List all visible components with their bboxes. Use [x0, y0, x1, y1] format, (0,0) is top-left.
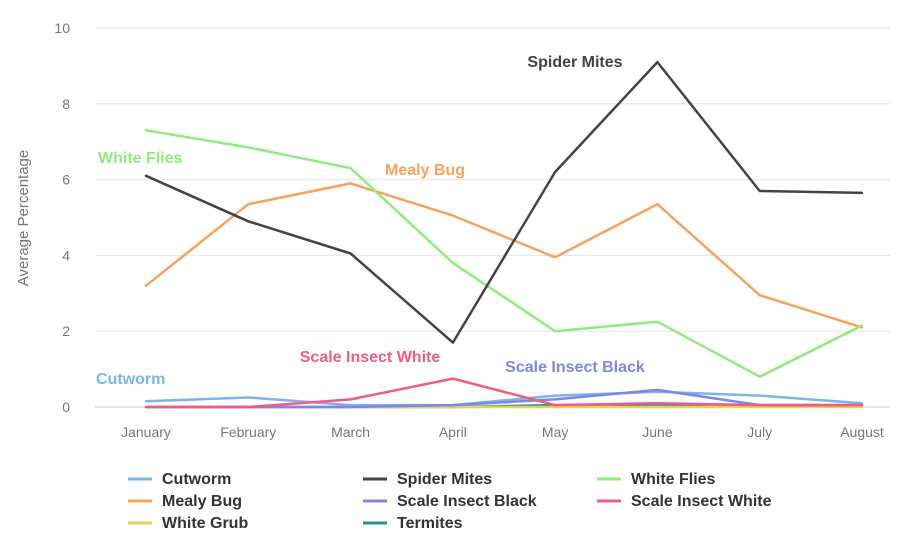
y-axis-ticks: 0 2 4 6 8 10: [54, 20, 70, 415]
series-line-mealy-bug: [144, 182, 864, 329]
series-label-mealy-bug: Mealy Bug: [385, 162, 465, 179]
legend-label: White Flies: [631, 471, 716, 488]
series-lines: [144, 60, 864, 409]
series-labels: Cutworm Spider Mites White Flies Mealy Bug S…: [96, 54, 645, 388]
legend: Cutworm Spider Mites White Flies Mealy Bug S…: [128, 471, 772, 532]
gridlines: [95, 27, 890, 408]
series-label-cutworm: Cutworm: [96, 371, 165, 388]
legend-item[interactable]: Cutworm: [128, 471, 231, 488]
legend-item[interactable]: Termites: [363, 515, 463, 532]
series-line-spider-mites: [144, 60, 864, 344]
y-tick-label: 2: [62, 323, 70, 339]
x-tick-label: July: [747, 424, 772, 440]
legend-item[interactable]: Mealy Bug: [128, 493, 242, 510]
x-tick-label: March: [331, 424, 370, 440]
y-tick-label: 8: [62, 96, 70, 112]
y-tick-label: 6: [62, 172, 70, 188]
legend-item[interactable]: White Flies: [597, 471, 716, 488]
x-tick-label: June: [642, 424, 673, 440]
legend-label: Scale Insect Black: [397, 493, 537, 510]
legend-label: Termites: [397, 515, 463, 532]
legend-label: Cutworm: [162, 471, 231, 488]
x-tick-label: August: [840, 424, 884, 440]
legend-item[interactable]: White Grub: [128, 515, 248, 532]
series-line-white-flies: [144, 129, 864, 378]
series-label-scale-insect-black: Scale Insect Black: [505, 359, 645, 376]
series-label-white-flies: White Flies: [98, 150, 183, 167]
legend-item[interactable]: Spider Mites: [363, 471, 492, 488]
series-label-scale-insect-white: Scale Insect White: [300, 349, 441, 366]
legend-label: Mealy Bug: [162, 493, 242, 510]
x-tick-label: January: [121, 424, 171, 440]
legend-label: Scale Insect White: [631, 493, 772, 510]
x-axis-ticks: January February March April May June July Augu…: [121, 424, 884, 440]
legend-item[interactable]: Scale Insect Black: [363, 493, 537, 510]
legend-label: White Grub: [162, 515, 248, 532]
series-line-cutworm: [144, 390, 864, 407]
series-line-scale-insect-white: [144, 377, 864, 409]
x-tick-label: February: [220, 424, 276, 440]
x-tick-label: April: [439, 424, 467, 440]
y-tick-label: 10: [54, 20, 70, 36]
series-label-spider-mites: Spider Mites: [527, 54, 622, 71]
x-tick-label: May: [542, 424, 568, 440]
legend-label: Spider Mites: [397, 471, 492, 488]
legend-item[interactable]: Scale Insect White: [597, 493, 772, 510]
y-tick-label: 4: [62, 247, 70, 263]
y-tick-label: 0: [62, 399, 70, 415]
series-line-scale-insect-black: [144, 388, 864, 409]
y-axis-label: Average Percentage: [15, 150, 32, 287]
